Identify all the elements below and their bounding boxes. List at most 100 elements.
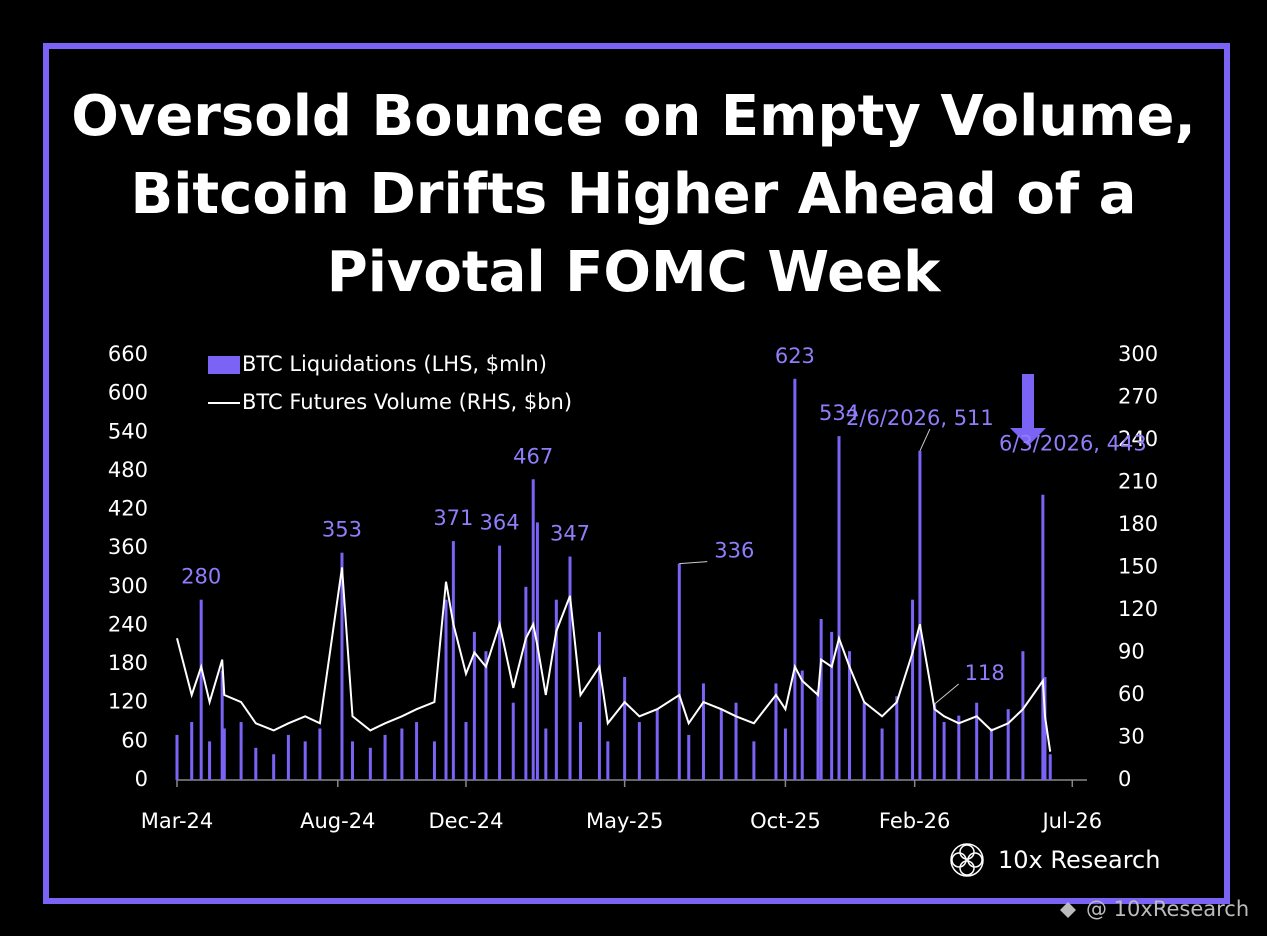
bar bbox=[816, 689, 820, 780]
bar bbox=[340, 552, 344, 780]
bar bbox=[911, 599, 915, 780]
bar bbox=[451, 541, 455, 780]
data-label: 347 bbox=[550, 522, 590, 546]
data-label: 534 bbox=[819, 401, 859, 425]
bar bbox=[677, 563, 681, 780]
logo-icon bbox=[950, 843, 984, 877]
bar bbox=[793, 378, 797, 780]
bar bbox=[568, 556, 572, 780]
bar bbox=[942, 722, 946, 780]
line bbox=[176, 567, 1052, 752]
bar bbox=[444, 599, 448, 780]
x-tick-label: Jul-26 bbox=[1040, 809, 1102, 833]
bar bbox=[606, 741, 610, 780]
bar bbox=[531, 479, 535, 780]
logo-text: 10x Research bbox=[998, 846, 1160, 874]
y-tick-label: 420 bbox=[108, 497, 148, 521]
y2-tick-label: 270 bbox=[1118, 385, 1158, 409]
bar bbox=[862, 702, 866, 780]
bar bbox=[544, 728, 548, 780]
bar bbox=[318, 728, 322, 780]
bar bbox=[957, 715, 961, 780]
bar bbox=[1041, 494, 1045, 780]
bar bbox=[272, 754, 276, 780]
data-label: 467 bbox=[513, 444, 553, 468]
legend-swatch bbox=[208, 356, 240, 374]
bar bbox=[623, 676, 627, 780]
data-label: 364 bbox=[480, 511, 520, 535]
bar bbox=[498, 545, 502, 780]
legend-label: BTC Liquidations (LHS, $mln) bbox=[242, 352, 547, 376]
data-label: 118 bbox=[965, 661, 1005, 685]
leader-line bbox=[919, 428, 931, 452]
handle: @ 10xResearch bbox=[1086, 897, 1249, 921]
bar bbox=[554, 599, 558, 780]
bar bbox=[783, 728, 787, 780]
y-tick-label: 300 bbox=[108, 574, 148, 598]
bar bbox=[918, 450, 922, 780]
data-label: 371 bbox=[433, 506, 473, 530]
bar bbox=[350, 741, 354, 780]
y2-tick-label: 120 bbox=[1118, 597, 1158, 621]
bar bbox=[637, 722, 641, 780]
bar bbox=[432, 741, 436, 780]
y-tick-label: 600 bbox=[108, 381, 148, 405]
bar bbox=[175, 734, 179, 780]
data-label: 353 bbox=[322, 518, 362, 542]
bar bbox=[464, 722, 468, 780]
bar bbox=[1048, 754, 1052, 780]
bar bbox=[701, 683, 705, 780]
bar bbox=[400, 728, 404, 780]
y-tick-label: 660 bbox=[108, 342, 148, 366]
bar bbox=[752, 741, 756, 780]
bar bbox=[1006, 709, 1010, 780]
bar bbox=[484, 651, 488, 780]
bar bbox=[579, 722, 583, 780]
y2-tick-label: 60 bbox=[1118, 682, 1145, 706]
bar bbox=[774, 683, 778, 780]
bar bbox=[208, 741, 212, 780]
y2-tick-label: 300 bbox=[1118, 342, 1158, 366]
leader-line bbox=[679, 561, 708, 565]
data-label: 280 bbox=[181, 565, 221, 589]
bar bbox=[734, 702, 738, 780]
bar bbox=[819, 619, 823, 780]
bar bbox=[368, 747, 372, 780]
x-tick-label: Oct-25 bbox=[750, 809, 821, 833]
x-tick-label: May-25 bbox=[586, 809, 663, 833]
data-label: 336 bbox=[714, 539, 754, 563]
bar bbox=[511, 702, 515, 780]
y2-tick-label: 30 bbox=[1118, 725, 1145, 749]
y2-tick-label: 150 bbox=[1118, 555, 1158, 579]
bar bbox=[719, 709, 723, 780]
bar bbox=[597, 631, 601, 780]
x-tick-label: Feb-26 bbox=[879, 809, 950, 833]
bar bbox=[975, 702, 979, 780]
bar bbox=[286, 734, 290, 780]
frame bbox=[43, 43, 1230, 904]
bar bbox=[254, 747, 258, 780]
y-tick-label: 360 bbox=[108, 535, 148, 559]
y2-tick-label: 0 bbox=[1118, 767, 1131, 791]
bar bbox=[895, 696, 899, 780]
bar bbox=[880, 728, 884, 780]
bar bbox=[524, 586, 528, 780]
y-tick-label: 0 bbox=[135, 767, 148, 791]
y-tick-label: 180 bbox=[108, 651, 148, 675]
bar bbox=[687, 734, 691, 780]
bar bbox=[800, 670, 804, 780]
bar bbox=[848, 651, 852, 780]
bar bbox=[199, 599, 203, 780]
bar bbox=[655, 709, 659, 780]
bar bbox=[837, 436, 841, 780]
data-label: 6/3/2026, 443 bbox=[999, 432, 1147, 456]
data-label: 2/6/2026, 511 bbox=[846, 406, 994, 430]
y-tick-label: 480 bbox=[108, 458, 148, 482]
y-tick-label: 60 bbox=[121, 728, 148, 752]
bar bbox=[222, 728, 226, 780]
chart-title: Oversold Bounce on Empty Volume, Bitcoin… bbox=[71, 84, 1196, 305]
x-tick-label: Dec-24 bbox=[429, 809, 504, 833]
bar bbox=[933, 704, 937, 780]
